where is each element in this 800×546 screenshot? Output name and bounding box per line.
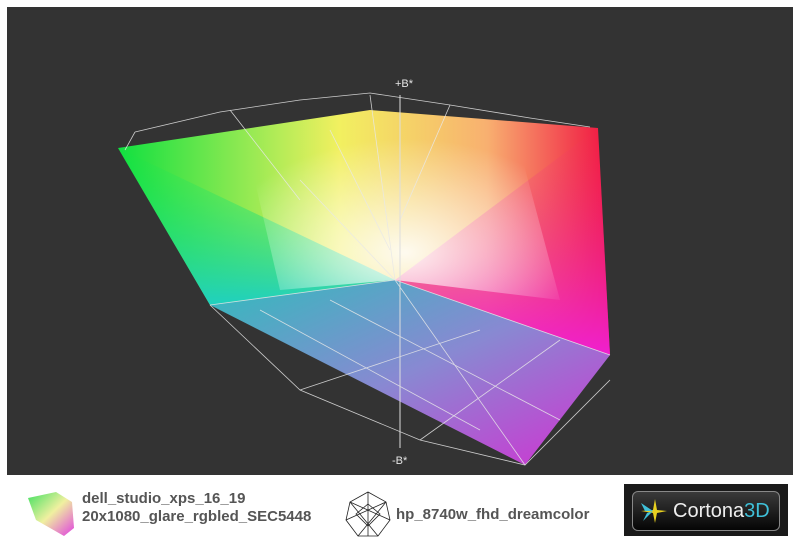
cortona-star-icon	[641, 499, 667, 523]
logo-frame: Cortona3D	[632, 491, 780, 531]
wireframe-gamut	[124, 92, 611, 466]
brand-name: Cortona	[673, 500, 745, 522]
wireframe-gamut-icon	[345, 491, 391, 537]
axis-minus-b-label: -B*	[392, 455, 408, 467]
3d-viewport[interactable]: +B* -B*	[7, 7, 793, 475]
cortona3d-logo-button[interactable]: Cortona3D	[624, 484, 788, 536]
gamut-floor	[210, 280, 610, 465]
axis-plus-b-label: +B*	[395, 78, 414, 90]
legend-dell-line1: dell_studio_xps_16_19	[82, 490, 246, 507]
legend-item-hp: hp_8740w_fhd_dreamcolor	[396, 506, 590, 523]
colored-gamut-icon	[28, 492, 74, 536]
gamut-render	[118, 92, 611, 466]
legend-dell-line2: 20x1080_glare_rgbled_SEC5448	[82, 508, 312, 525]
brand-suffix: 3D	[744, 500, 770, 522]
legend-item-dell: dell_studio_xps_16_19 20x1080_glare_rgbl…	[82, 490, 311, 526]
gamut-white-center	[250, 110, 560, 300]
